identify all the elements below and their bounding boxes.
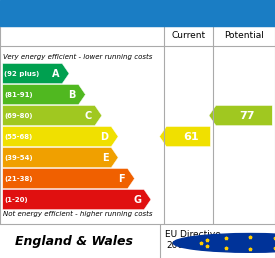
Text: 77: 77 — [239, 110, 255, 120]
Text: (55-68): (55-68) — [4, 134, 32, 140]
Polygon shape — [3, 190, 151, 209]
Text: D: D — [101, 132, 109, 142]
Polygon shape — [3, 148, 118, 167]
Polygon shape — [3, 168, 134, 189]
Text: EU Directive
2002/91/EC: EU Directive 2002/91/EC — [164, 230, 221, 249]
Polygon shape — [3, 106, 102, 126]
Text: (81-91): (81-91) — [4, 92, 33, 98]
Text: 61: 61 — [183, 132, 199, 142]
Text: Energy Efficiency Rating: Energy Efficiency Rating — [33, 5, 242, 20]
Circle shape — [173, 233, 275, 252]
Text: Very energy efficient - lower running costs: Very energy efficient - lower running co… — [3, 54, 152, 60]
Text: Not energy efficient - higher running costs: Not energy efficient - higher running co… — [3, 211, 152, 216]
Text: G: G — [133, 195, 141, 205]
Polygon shape — [3, 126, 118, 147]
Polygon shape — [160, 126, 210, 147]
Text: England & Wales: England & Wales — [15, 235, 133, 248]
Polygon shape — [3, 63, 69, 84]
Polygon shape — [3, 85, 86, 104]
Polygon shape — [209, 106, 272, 126]
Text: F: F — [118, 174, 125, 183]
Text: (21-38): (21-38) — [4, 175, 33, 182]
Text: Current: Current — [171, 31, 205, 40]
Text: C: C — [85, 110, 92, 120]
Text: E: E — [102, 152, 109, 163]
Text: Potential: Potential — [224, 31, 264, 40]
Text: (39-54): (39-54) — [4, 155, 33, 160]
Text: B: B — [68, 90, 76, 100]
Text: A: A — [52, 69, 59, 78]
Text: (69-80): (69-80) — [4, 112, 33, 119]
Text: (92 plus): (92 plus) — [4, 70, 39, 77]
Text: (1-20): (1-20) — [4, 197, 28, 203]
